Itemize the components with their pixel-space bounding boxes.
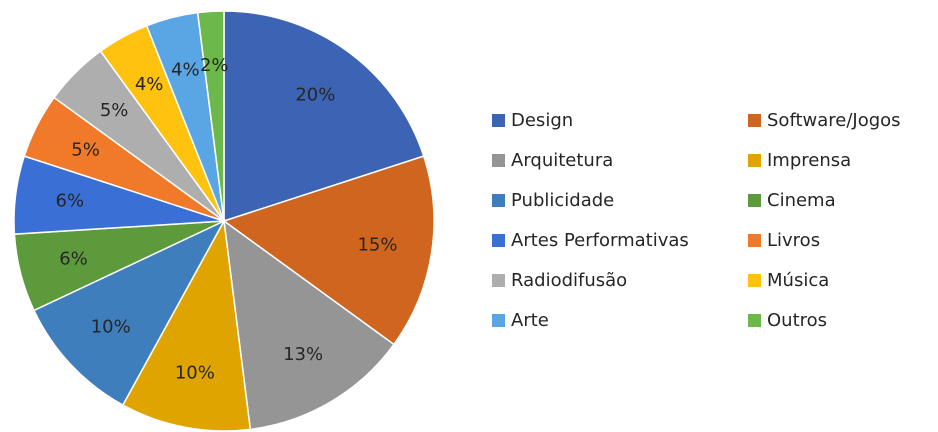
value-label: 6% bbox=[56, 191, 85, 212]
legend-swatch bbox=[492, 154, 505, 167]
value-label: 4% bbox=[171, 59, 200, 80]
value-label: 5% bbox=[71, 139, 100, 160]
value-label: 4% bbox=[135, 74, 164, 95]
pie-slice bbox=[223, 10, 425, 223]
pie-slice bbox=[222, 155, 435, 346]
legend-label: Design bbox=[511, 110, 573, 131]
legend-label: Publicidade bbox=[511, 190, 614, 211]
value-label: 15% bbox=[357, 234, 397, 255]
legend-swatch bbox=[748, 314, 761, 327]
legend-label: Software/Jogos bbox=[767, 110, 901, 131]
legend-label: Arte bbox=[511, 310, 549, 331]
legend-label: Artes Performativas bbox=[511, 230, 689, 251]
legend-swatch bbox=[748, 274, 761, 287]
value-label: 5% bbox=[100, 100, 129, 121]
legend-swatch bbox=[748, 114, 761, 127]
legend-swatch bbox=[492, 314, 505, 327]
pie-slice bbox=[121, 218, 252, 432]
legend-swatch bbox=[748, 154, 761, 167]
legend-label: Imprensa bbox=[767, 150, 851, 171]
pie-slice bbox=[196, 10, 225, 222]
legend-label: Cinema bbox=[767, 190, 836, 211]
value-label: 6% bbox=[59, 249, 88, 270]
legend-label: Outros bbox=[767, 310, 827, 331]
value-label: 13% bbox=[283, 344, 323, 365]
legend-swatch bbox=[492, 274, 505, 287]
value-label: 10% bbox=[175, 363, 215, 384]
legend-swatch bbox=[748, 194, 761, 207]
value-label: 10% bbox=[91, 316, 131, 337]
pie-slice bbox=[223, 219, 395, 431]
legend-swatch bbox=[492, 114, 505, 127]
legend-label: Arquitetura bbox=[511, 150, 613, 171]
legend-swatch bbox=[492, 234, 505, 247]
value-label: 20% bbox=[295, 84, 335, 105]
value-label: 2% bbox=[200, 55, 229, 76]
legend-label: Livros bbox=[767, 230, 820, 251]
pie-slice bbox=[32, 219, 226, 407]
legend-swatch bbox=[748, 234, 761, 247]
legend-label: Radiodifusão bbox=[511, 270, 627, 291]
legend-swatch bbox=[492, 194, 505, 207]
legend-label: Música bbox=[767, 270, 829, 291]
